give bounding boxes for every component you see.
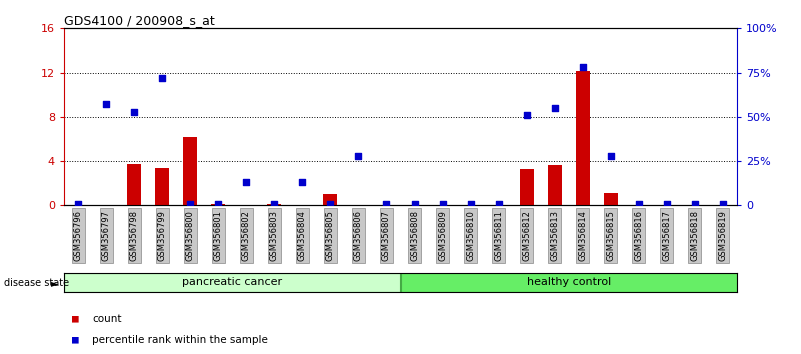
- Text: ■: ■: [72, 335, 78, 345]
- Bar: [400, 273, 737, 292]
- Bar: [576, 72, 590, 205]
- Point: [632, 201, 645, 206]
- Point: [72, 201, 85, 206]
- Bar: [127, 164, 141, 205]
- Text: pancreatic cancer: pancreatic cancer: [182, 277, 282, 287]
- Bar: [604, 193, 618, 205]
- Point: [268, 201, 280, 206]
- Point: [239, 179, 252, 185]
- Bar: [268, 204, 281, 205]
- Point: [436, 201, 449, 206]
- Bar: [211, 204, 225, 205]
- Point: [183, 201, 196, 206]
- Text: GDS4100 / 200908_s_at: GDS4100 / 200908_s_at: [64, 14, 215, 27]
- Point: [604, 153, 617, 159]
- Point: [576, 64, 589, 70]
- Text: percentile rank within the sample: percentile rank within the sample: [92, 335, 268, 345]
- Bar: [183, 137, 197, 205]
- Point: [716, 201, 729, 206]
- Bar: [548, 166, 562, 205]
- Point: [127, 109, 140, 114]
- Text: count: count: [92, 314, 122, 324]
- Point: [380, 201, 392, 206]
- Bar: [155, 168, 169, 205]
- Bar: [520, 169, 533, 205]
- Text: disease state: disease state: [4, 278, 69, 288]
- Point: [688, 201, 701, 206]
- Text: healthy control: healthy control: [526, 277, 611, 287]
- Text: ■: ■: [72, 314, 78, 324]
- Point: [520, 112, 533, 118]
- Bar: [64, 273, 400, 292]
- Point: [548, 105, 561, 111]
- Text: ►: ►: [51, 278, 58, 288]
- Bar: [324, 194, 337, 205]
- Point: [408, 201, 421, 206]
- Point: [155, 75, 168, 81]
- Point: [211, 201, 224, 206]
- Point: [99, 102, 112, 107]
- Point: [464, 201, 477, 206]
- Point: [324, 201, 336, 206]
- Point: [296, 179, 308, 185]
- Point: [660, 201, 673, 206]
- Point: [492, 201, 505, 206]
- Point: [352, 153, 364, 159]
